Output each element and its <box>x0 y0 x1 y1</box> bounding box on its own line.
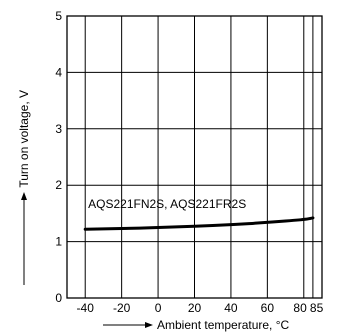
x-tick-label: 0 <box>155 301 162 315</box>
series-annotation: AQS221FN2S, AQS221FR2S <box>88 197 246 211</box>
x-axis-arrow-icon <box>145 322 153 328</box>
x-tick-label: 40 <box>224 301 238 315</box>
y-tick-label: 3 <box>55 122 62 136</box>
series-layer <box>83 216 315 231</box>
y-tick-labels: 0 1 2 3 4 5 <box>55 9 62 305</box>
x-tick-label: 85 <box>310 301 324 315</box>
y-tick-label: 0 <box>55 291 62 305</box>
y-tick-label: 4 <box>55 65 62 79</box>
y-tick-label: 2 <box>55 178 62 192</box>
x-tick-label: 20 <box>188 301 202 315</box>
x-tick-label: -20 <box>113 301 131 315</box>
x-tick-label: 60 <box>261 301 275 315</box>
y-tick-label: 5 <box>55 9 62 23</box>
x-tick-labels: -40 -20 0 20 40 60 80 85 <box>77 301 324 315</box>
y-axis-label: Turn on voltage, V <box>17 90 31 188</box>
grid <box>67 16 322 298</box>
y-tick-label: 1 <box>55 235 62 249</box>
x-tick-label: 80 <box>293 301 307 315</box>
y-axis-arrow-icon <box>21 192 27 200</box>
plot-frame <box>66 15 323 299</box>
x-tick-label: -40 <box>77 301 95 315</box>
series-line <box>83 216 315 231</box>
x-axis-label: Ambient temperature, °C <box>157 318 290 332</box>
annotations: AQS221FN2S, AQS221FR2S <box>88 197 246 211</box>
